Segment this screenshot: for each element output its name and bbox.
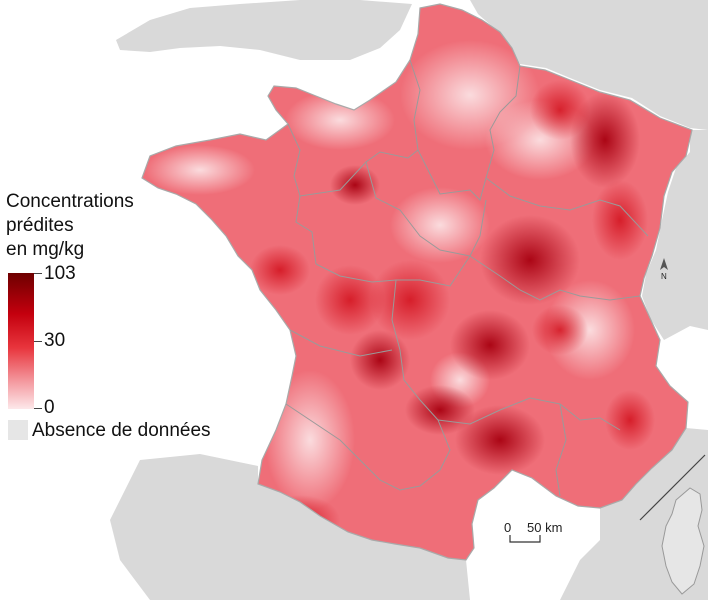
scale-bar (509, 535, 541, 543)
legend-color-ramp (8, 273, 34, 409)
legend-max-label: 103 (44, 263, 76, 284)
no-data-label: Absence de données (32, 420, 211, 441)
region-boundaries (285, 59, 649, 497)
scale-start-label: 0 (504, 520, 512, 535)
corsica-inset-divider (639, 454, 706, 521)
legend-min-label: 0 (44, 397, 55, 418)
no-data-swatch (8, 420, 28, 440)
north-label: N (661, 272, 667, 281)
legend-title-line-1: Concentrations (6, 191, 134, 212)
legend-title-line-3: en mg/kg (6, 239, 85, 260)
north-arrow-icon (660, 258, 668, 270)
corsica (661, 487, 705, 595)
legend-tick-max (34, 273, 42, 274)
neighbouring-land (110, 0, 708, 600)
scale-end-label: 50 km (527, 520, 563, 535)
legend-mid-label: 30 (44, 330, 66, 351)
legend-title-line-2: prédites (6, 215, 74, 236)
legend-tick-mid (34, 341, 42, 342)
legend-tick-min (34, 408, 42, 409)
legend-title: Concentrations prédites en mg/kg (6, 190, 134, 262)
